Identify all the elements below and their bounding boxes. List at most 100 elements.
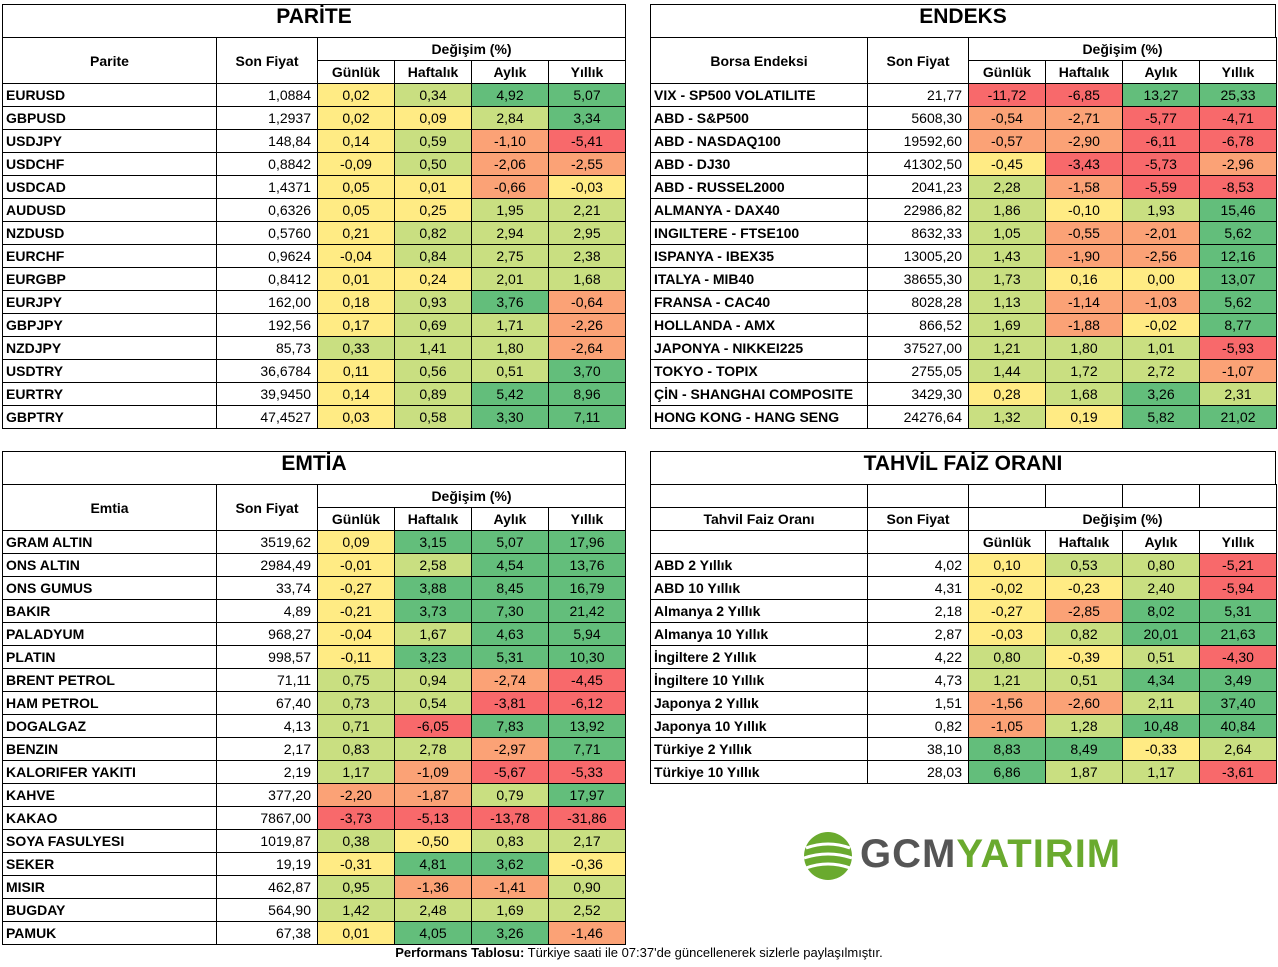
yearly-change: -5,21 xyxy=(1199,553,1277,577)
monthly-change: 2,72 xyxy=(1122,359,1200,383)
yearly-change: 13,76 xyxy=(548,553,626,577)
table-row: KAKAO 7867,00 -3,73 -5,13 -13,78 -31,86 xyxy=(2,806,626,830)
row-name: ÇİN - SHANGHAI COMPOSITE xyxy=(650,382,868,406)
monthly-change: 1,95 xyxy=(471,198,549,222)
daily-change: 8,83 xyxy=(968,737,1046,761)
row-price: 1019,87 xyxy=(216,829,318,853)
table-row: EURGBP 0,8412 0,01 0,24 2,01 1,68 xyxy=(2,267,626,291)
monthly-change: -5,67 xyxy=(471,760,549,784)
table-row: İngiltere 10 Yıllık 4,73 1,21 0,51 4,34 3,49 xyxy=(650,668,1277,692)
weekly-change: 0,94 xyxy=(394,668,472,692)
table-row: ITALYA - MIB40 38655,30 1,73 0,16 0,00 13,07 xyxy=(650,267,1277,291)
logo-text-yatirim: YATIRIM xyxy=(956,832,1122,876)
daily-change: 1,43 xyxy=(968,244,1046,268)
yearly-change: 2,31 xyxy=(1199,382,1277,406)
monthly-change: 2,94 xyxy=(471,221,549,245)
row-price: 71,11 xyxy=(216,668,318,692)
row-name: ABD - S&P500 xyxy=(650,106,868,130)
row-name: HONG KONG - HANG SENG xyxy=(650,405,868,429)
table-row: GBPJPY 192,56 0,17 0,69 1,71 -2,26 xyxy=(2,313,626,337)
row-price: 0,9624 xyxy=(216,244,318,268)
row-price: 2,17 xyxy=(216,737,318,761)
daily-change: 1,73 xyxy=(968,267,1046,291)
daily-change: 0,38 xyxy=(317,829,395,853)
daily-change: 0,21 xyxy=(317,221,395,245)
row-name: HOLLANDA - AMX xyxy=(650,313,868,337)
col-weekly: Haftalık xyxy=(394,507,472,531)
row-name: ALMANYA - DAX40 xyxy=(650,198,868,222)
row-name: FRANSA - CAC40 xyxy=(650,290,868,314)
yearly-change: -6,78 xyxy=(1199,129,1277,153)
weekly-change: -1,87 xyxy=(394,783,472,807)
row-name: BAKIR xyxy=(2,599,217,623)
col-daily: Günlük xyxy=(968,60,1046,84)
daily-change: 0,71 xyxy=(317,714,395,738)
weekly-change: -0,10 xyxy=(1045,198,1123,222)
weekly-change: 1,72 xyxy=(1045,359,1123,383)
monthly-change: -0,02 xyxy=(1122,313,1200,337)
yearly-change: 5,62 xyxy=(1199,290,1277,314)
daily-change: 1,05 xyxy=(968,221,1046,245)
table-row: BUGDAY 564,90 1,42 2,48 1,69 2,52 xyxy=(2,898,626,922)
tahvil-panel: TAHVİL FAİZ ORANI Tahvil Faiz Oranı Son … xyxy=(650,451,1277,784)
yearly-change: 17,96 xyxy=(548,530,626,554)
daily-change: -0,03 xyxy=(968,622,1046,646)
daily-change: -0,54 xyxy=(968,106,1046,130)
yearly-change: 16,79 xyxy=(548,576,626,600)
col-price: Son Fiyat xyxy=(867,507,969,531)
yearly-change: -4,45 xyxy=(548,668,626,692)
daily-change: 0,05 xyxy=(317,175,395,199)
row-price: 998,57 xyxy=(216,645,318,669)
monthly-change: 2,01 xyxy=(471,267,549,291)
row-price: 1,51 xyxy=(867,691,969,715)
row-name: ITALYA - MIB40 xyxy=(650,267,868,291)
table-row: PLATIN 998,57 -0,11 3,23 5,31 10,30 xyxy=(2,645,626,669)
monthly-change: 1,71 xyxy=(471,313,549,337)
row-name: INGILTERE - FTSE100 xyxy=(650,221,868,245)
row-price: 1,0884 xyxy=(216,83,318,107)
weekly-change: 0,93 xyxy=(394,290,472,314)
daily-change: 1,13 xyxy=(968,290,1046,314)
yearly-change: 21,63 xyxy=(1199,622,1277,646)
daily-change: 0,28 xyxy=(968,382,1046,406)
monthly-change: 3,62 xyxy=(471,852,549,876)
row-name: SOYA FASULYESI xyxy=(2,829,217,853)
col-yearly: Yıllık xyxy=(548,507,626,531)
weekly-change: -2,90 xyxy=(1045,129,1123,153)
yearly-change: 10,30 xyxy=(548,645,626,669)
emtia-title: EMTİA xyxy=(2,451,626,484)
weekly-change: -0,50 xyxy=(394,829,472,853)
table-row: EURUSD 1,0884 0,02 0,34 4,92 5,07 xyxy=(2,83,626,107)
row-name: BRENT PETROL xyxy=(2,668,217,692)
weekly-change: 0,69 xyxy=(394,313,472,337)
col-monthly: Aylık xyxy=(471,60,549,84)
monthly-change: 4,34 xyxy=(1122,668,1200,692)
row-name: EURTRY xyxy=(2,382,217,406)
logo-text: GCMYATIRIM xyxy=(860,832,1121,877)
monthly-change: -1,03 xyxy=(1122,290,1200,314)
weekly-change: 1,41 xyxy=(394,336,472,360)
weekly-change: 0,54 xyxy=(394,691,472,715)
daily-change: 0,10 xyxy=(968,553,1046,577)
row-name: BENZIN xyxy=(2,737,217,761)
table-row: İngiltere 2 Yıllık 4,22 0,80 -0,39 0,51 -4,30 xyxy=(650,645,1277,669)
row-price: 2755,05 xyxy=(867,359,969,383)
monthly-change: 1,17 xyxy=(1122,760,1200,784)
monthly-change: 2,75 xyxy=(471,244,549,268)
daily-change: 0,18 xyxy=(317,290,395,314)
monthly-change: 1,69 xyxy=(471,898,549,922)
weekly-change: 0,89 xyxy=(394,382,472,406)
monthly-change: 8,45 xyxy=(471,576,549,600)
yearly-change: -0,64 xyxy=(548,290,626,314)
daily-change: 0,95 xyxy=(317,875,395,899)
table-row: KAHVE 377,20 -2,20 -1,87 0,79 17,97 xyxy=(2,783,626,807)
empty-cell xyxy=(1199,484,1277,508)
yearly-change: 2,95 xyxy=(548,221,626,245)
monthly-change: 8,02 xyxy=(1122,599,1200,623)
row-price: 2,87 xyxy=(867,622,969,646)
yearly-change: 25,33 xyxy=(1199,83,1277,107)
footer-text: Türkiye saati ile 07:37'de güncellenerek… xyxy=(524,945,883,960)
daily-change: 1,69 xyxy=(968,313,1046,337)
weekly-change: 0,58 xyxy=(394,405,472,429)
row-price: 4,89 xyxy=(216,599,318,623)
